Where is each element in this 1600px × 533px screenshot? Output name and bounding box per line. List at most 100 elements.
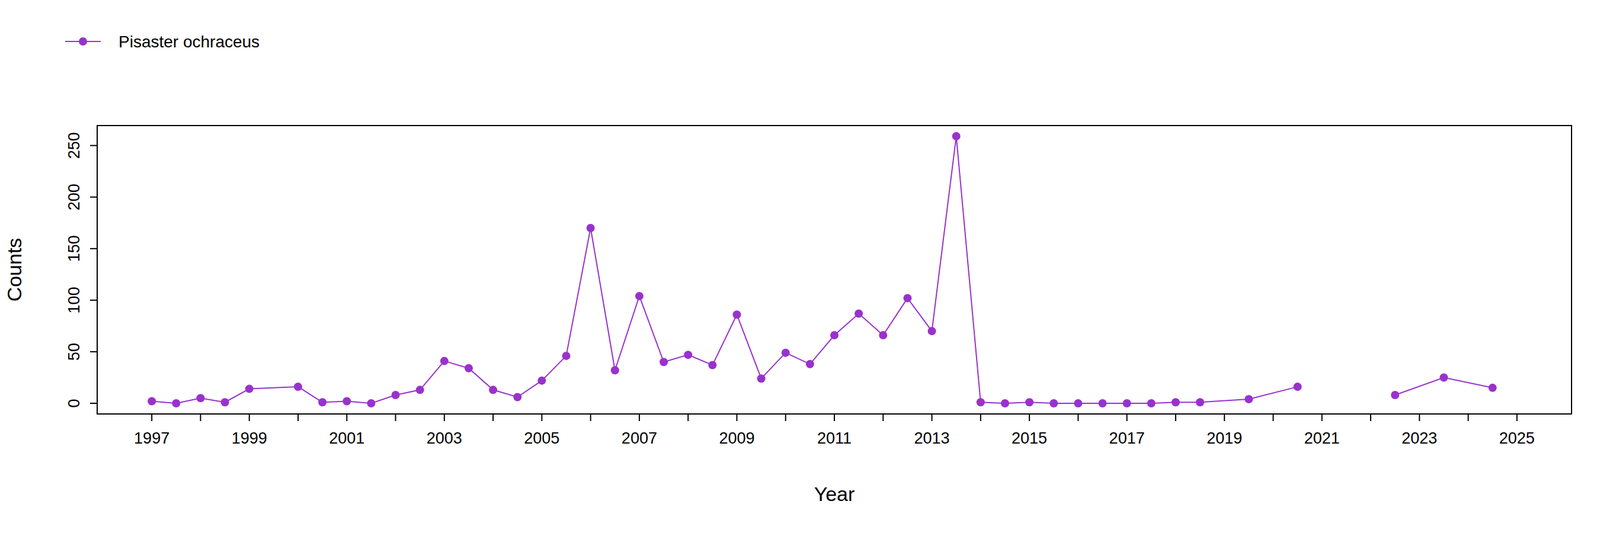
- point: [221, 398, 230, 407]
- x-minor-tick: [1370, 414, 1372, 422]
- point: [391, 391, 400, 400]
- point: [440, 357, 449, 366]
- point: [952, 132, 961, 141]
- x-tick-label: 2009: [718, 429, 755, 448]
- x-tick-label: 1999: [231, 429, 268, 448]
- point: [1195, 398, 1205, 407]
- point: [1025, 398, 1034, 407]
- y-tick-label: 100: [65, 286, 83, 314]
- y-tick: [90, 248, 98, 250]
- y-tick: [90, 145, 98, 147]
- y-tick: [90, 402, 98, 405]
- point: [1244, 395, 1253, 404]
- point: [342, 397, 351, 406]
- data: [147, 132, 1497, 408]
- point: [708, 361, 717, 370]
- point: [1049, 399, 1058, 408]
- x-minor-tick: [297, 414, 299, 422]
- y-tick-label: 50: [65, 343, 83, 361]
- point: [1293, 382, 1302, 392]
- point: [610, 366, 620, 375]
- point: [830, 331, 839, 340]
- point: [683, 350, 693, 360]
- y-axis: 050100150200250: [65, 132, 98, 408]
- point: [464, 364, 473, 373]
- x-minor-tick: [785, 414, 787, 422]
- y-tick: [90, 351, 98, 353]
- y-tick: [90, 196, 98, 198]
- chart: 1997199920012003200520072009201120132015…: [0, 0, 1600, 533]
- x-tick-label: 2003: [426, 429, 463, 448]
- x-minor-tick: [687, 414, 689, 422]
- x-tick-label: 2025: [1499, 429, 1535, 448]
- point: [513, 393, 522, 402]
- point: [854, 309, 863, 318]
- point: [196, 394, 205, 403]
- legend-marker: [78, 37, 88, 46]
- x-tick-label: 2007: [621, 429, 658, 448]
- point: [416, 385, 425, 395]
- point: [659, 357, 668, 367]
- x-tick: [1126, 414, 1128, 422]
- x-minor-tick: [199, 414, 201, 422]
- point: [586, 224, 595, 233]
- x-tick: [1223, 414, 1225, 422]
- point: [1390, 391, 1400, 400]
- x-tick-label: 1997: [133, 429, 170, 448]
- x-tick-label: 2001: [328, 429, 365, 448]
- point: [147, 397, 156, 406]
- point: [171, 399, 181, 408]
- x-tick: [1321, 414, 1323, 422]
- point: [1171, 398, 1180, 407]
- point: [1122, 399, 1132, 408]
- x-minor-tick: [395, 414, 397, 422]
- point: [318, 398, 327, 407]
- x-tick-label: 2017: [1109, 429, 1145, 448]
- x-tick: [443, 414, 446, 422]
- point: [805, 360, 815, 369]
- x-minor-tick: [980, 414, 982, 422]
- x-tick: [151, 414, 153, 422]
- plot-frame: [97, 125, 1572, 415]
- x-minor-tick: [1272, 414, 1274, 422]
- y-tick-label: 150: [65, 235, 83, 262]
- x-tick: [346, 414, 348, 422]
- point: [561, 352, 571, 361]
- x-tick: [1028, 414, 1030, 422]
- background: [0, 0, 1600, 533]
- point: [976, 398, 985, 407]
- x-minor-tick: [1175, 414, 1177, 422]
- x-tick-label: 2005: [523, 429, 560, 448]
- point: [245, 385, 254, 394]
- point: [1000, 399, 1010, 408]
- legend: Pisaster ochraceus: [65, 32, 260, 51]
- x-tick: [541, 414, 543, 422]
- y-tick-label: 0: [65, 398, 83, 408]
- x-tick-label: 2013: [914, 429, 950, 448]
- series-line: [151, 136, 1493, 404]
- point: [1147, 399, 1156, 408]
- x-tick: [1516, 414, 1518, 422]
- x-minor-tick: [590, 414, 592, 422]
- point: [732, 310, 741, 319]
- x-minor-tick: [1077, 414, 1079, 422]
- x-minor-tick: [492, 414, 494, 422]
- y-axis-title: Counts: [2, 238, 26, 303]
- x-tick-label: 2023: [1401, 429, 1438, 448]
- point: [903, 293, 912, 303]
- x-tick-label: 2021: [1304, 429, 1340, 448]
- point: [366, 399, 376, 408]
- point: [781, 349, 790, 358]
- x-tick: [931, 414, 933, 422]
- x-tick: [1418, 414, 1420, 422]
- x-axis: 1997199920012003200520072009201120132015…: [133, 414, 1535, 448]
- y-tick-label: 200: [65, 183, 83, 211]
- point: [928, 327, 937, 336]
- point: [1488, 384, 1497, 393]
- x-tick-label: 2011: [817, 429, 852, 448]
- point: [757, 374, 766, 383]
- x-tick: [833, 414, 835, 422]
- x-tick: [638, 414, 640, 422]
- x-minor-tick: [1467, 414, 1470, 422]
- x-minor-tick: [882, 414, 884, 422]
